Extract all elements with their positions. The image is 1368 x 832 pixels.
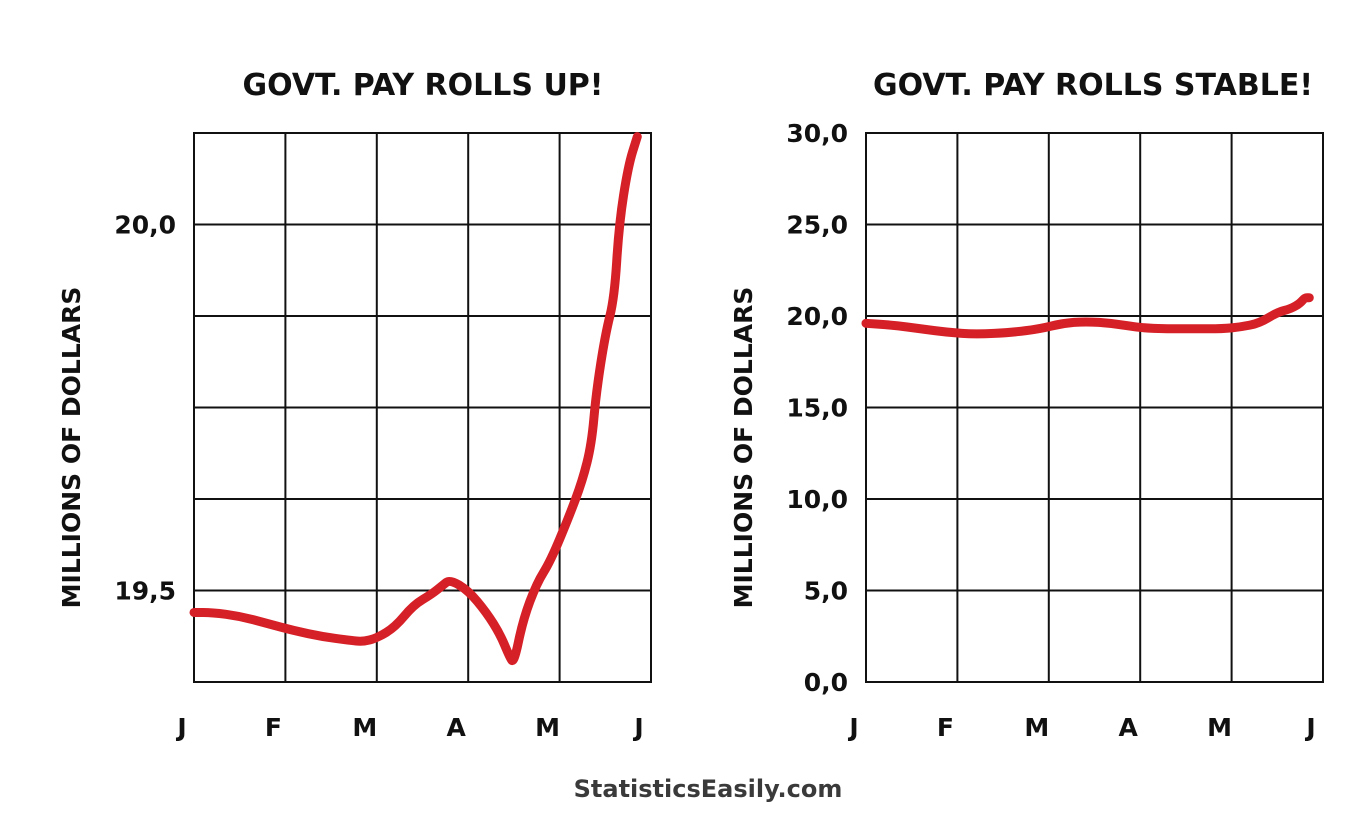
x-tick-label: F bbox=[265, 713, 282, 742]
plot-frame bbox=[865, 132, 1324, 683]
chart-title: GOVT. PAY ROLLS UP! bbox=[243, 68, 604, 103]
x-tick-label: M bbox=[1024, 713, 1049, 742]
x-tick-label: J bbox=[1304, 713, 1315, 742]
y-tick-label: 20,0 bbox=[786, 302, 848, 331]
y-axis-label: MILLIONS OF DOLLARS bbox=[729, 287, 758, 609]
x-tick-label: A bbox=[447, 713, 467, 742]
x-tick-label: A bbox=[1119, 713, 1139, 742]
x-tick-label: J bbox=[632, 713, 643, 742]
y-tick-label: 15,0 bbox=[786, 394, 848, 423]
x-tick-label: M bbox=[352, 713, 377, 742]
y-axis-label: MILLIONS OF DOLLARS bbox=[57, 287, 86, 609]
y-tick-label: 19,5 bbox=[114, 577, 176, 606]
y-tick-label: 20,0 bbox=[114, 211, 176, 240]
source-credit: StatisticsEasily.com bbox=[573, 775, 843, 803]
x-tick-label: M bbox=[1207, 713, 1232, 742]
x-tick-label: J bbox=[175, 713, 186, 742]
series-line bbox=[189, 132, 642, 666]
chart-title: GOVT. PAY ROLLS STABLE! bbox=[873, 68, 1313, 103]
chart-panel-2: GOVT. PAY ROLLS STABLE! MILLIONS OF DOLLA… bbox=[729, 68, 1324, 742]
y-tick-label: 0,0 bbox=[804, 668, 848, 697]
plot-frame bbox=[193, 132, 652, 683]
y-tick-label: 10,0 bbox=[786, 485, 848, 514]
y-tick-label: 5,0 bbox=[804, 577, 848, 606]
x-tick-label: M bbox=[535, 713, 560, 742]
chart-panel-1: GOVT. PAY ROLLS UP! MILLIONS OF DOLLARS 20… bbox=[57, 68, 652, 742]
x-tick-label: J bbox=[847, 713, 858, 742]
y-tick-label: 30,0 bbox=[786, 119, 848, 148]
x-tick-label: F bbox=[937, 713, 954, 742]
series-line bbox=[861, 293, 1314, 339]
y-tick-label: 25,0 bbox=[786, 211, 848, 240]
